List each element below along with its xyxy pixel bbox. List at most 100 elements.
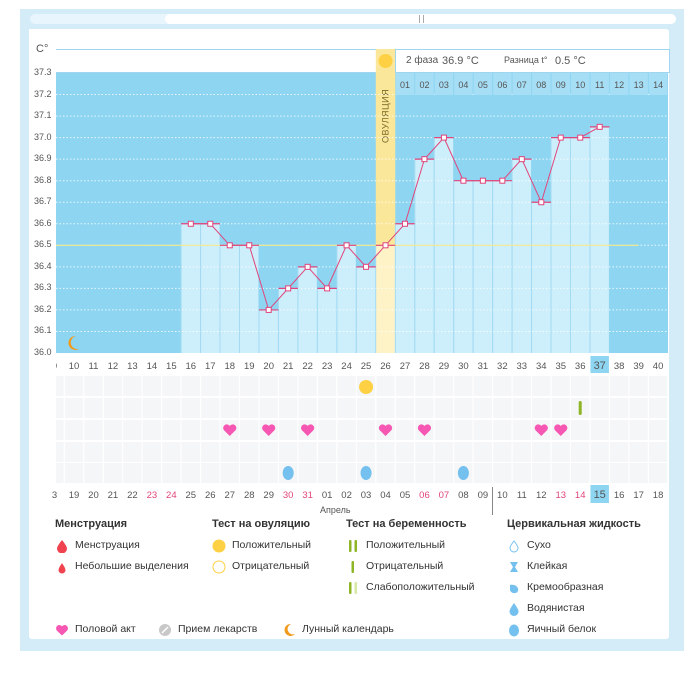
cycle-day-label: 33	[517, 361, 528, 372]
cycle-day-label: 34	[536, 361, 547, 372]
temp-point-day-31	[479, 177, 486, 184]
temp-point-day-23	[324, 285, 331, 292]
cycle-day-label: 22	[302, 361, 313, 372]
temp-bar-day-18	[220, 245, 239, 353]
moon-icon	[284, 623, 295, 636]
phase2-day-cell	[473, 73, 493, 95]
horizontal-scrollbar-thumb[interactable]	[165, 14, 676, 24]
y-tick-label: 36.7	[34, 196, 52, 207]
calendar-date-label: 13	[555, 490, 566, 501]
temp-bar-day-25	[356, 266, 376, 353]
cycle-day-label: 37	[594, 360, 606, 372]
dry-drop-icon	[509, 540, 519, 553]
phase2-day-cell	[629, 73, 648, 95]
temp-bar-day-16	[181, 223, 201, 353]
y-tick-label: 36.2	[34, 303, 52, 314]
heart-icon	[56, 625, 68, 636]
phase2-day-cell	[454, 73, 473, 95]
y-tick-label: 37.1	[34, 110, 52, 121]
cycle-day-label: 17	[205, 361, 216, 372]
scrollbar-grip-icon[interactable]	[419, 15, 424, 23]
legend-menstruation: Менструация Менструация Небольшие выделе…	[55, 518, 189, 574]
phase2-day-label: 11	[595, 80, 604, 90]
y-tick-label: 36.6	[34, 217, 52, 228]
temp-point-day-37	[596, 123, 603, 130]
temp-bar-day-23	[317, 288, 337, 353]
phase2-day-label: 12	[614, 80, 624, 90]
legend-pregnancy-test: Тест на беременность Положительный Отриц…	[346, 518, 475, 594]
sticky-icon	[510, 562, 518, 572]
calendar-date-label: 11	[517, 490, 527, 501]
cycle-day-label: 32	[497, 361, 508, 372]
temp-bar-day-34	[532, 202, 551, 353]
cycle-day-label: 11	[89, 361, 99, 372]
y-tick-label: 36.5	[34, 239, 52, 250]
symptom-row	[56, 420, 668, 440]
faint-line-icon	[349, 582, 357, 594]
heart-icon	[554, 424, 568, 436]
cycle-day-label: 18	[224, 361, 235, 372]
ovulation-sun-icon	[378, 54, 393, 68]
cycle-day-label: 20	[263, 361, 274, 372]
sun-outline-icon	[212, 560, 226, 574]
y-tick-label: 36.4	[34, 260, 52, 271]
phase2-day-label: 07	[517, 80, 527, 90]
cycle-day-label: 27	[400, 361, 411, 372]
calendar-date-label: 17	[633, 490, 644, 501]
calendar-date-label: 21	[108, 490, 119, 501]
y-axis-column	[29, 29, 56, 369]
cycle-day-label: 29	[439, 361, 450, 372]
current-day-highlight	[590, 356, 609, 373]
phase2-day-label: 10	[575, 80, 585, 90]
calendar-date-label: 03	[361, 490, 372, 501]
phase2-day-cell	[648, 73, 668, 95]
phase2-day-cell	[493, 73, 512, 95]
y-tick-label: 37.3	[34, 67, 52, 77]
ovulation-test-positive-icon	[359, 380, 374, 394]
calendar-date-label: 25	[186, 490, 197, 501]
y-tick-label: 37.2	[34, 88, 52, 99]
ovulation-bar	[375, 245, 396, 353]
cycle-day-label: 16	[186, 361, 197, 372]
temp-point-day-27	[401, 220, 408, 227]
phase2-day-label: 09	[556, 80, 566, 90]
temp-point-day-29	[440, 134, 447, 141]
temp-bar-day-27	[395, 223, 415, 353]
calendar-date-label: 06	[419, 490, 430, 501]
creamy-icon	[510, 584, 519, 594]
y-tick-label: 36.1	[34, 325, 52, 336]
small-drop-icon	[58, 563, 66, 574]
legend-title: Менструация	[55, 518, 128, 530]
calendar-date-label: 14	[575, 490, 586, 501]
y-tick-label: 36.8	[34, 174, 52, 185]
calendar-date-label: 08	[458, 490, 469, 501]
cycle-day-label: 38	[614, 361, 625, 372]
phase2-day-cell	[395, 73, 415, 95]
legend-title: Цервикальная жидкость	[507, 518, 641, 530]
calendar-date-label: 10	[497, 490, 508, 501]
cycle-day-label: 40	[653, 361, 664, 372]
temp-bar-day-20	[259, 309, 278, 353]
temp-point-day-30	[460, 177, 467, 184]
phase2-day-cell	[570, 73, 590, 95]
calendar-date-label: 01	[322, 490, 333, 501]
calendar-date-label: 26	[205, 490, 216, 501]
phase2-day-label: 14	[653, 80, 663, 90]
legend-ovulation-test: Тест на овуляцию Положительный Отрицател…	[212, 518, 312, 574]
temp-bar-day-19	[239, 245, 259, 353]
calendar-date-label: 22	[127, 490, 138, 501]
cycle-day-label: 15	[166, 361, 177, 372]
phase2-day-label: 06	[497, 80, 507, 90]
heart-icon	[534, 424, 548, 436]
temperature-line	[190, 126, 600, 311]
y-tick-label: 36.0	[34, 347, 52, 357]
legend-cervical-fluid: Цервикальная жидкость Сухо Клейкая Кремо…	[507, 518, 641, 637]
sun-filled-icon	[212, 539, 226, 553]
y-axis-unit: C°	[36, 43, 49, 55]
phase2-day-cell	[512, 73, 532, 95]
temp-point-day-36	[577, 134, 584, 141]
pregnancy-test-negative-icon	[578, 401, 582, 415]
cycle-day-label: 26	[380, 361, 391, 372]
legend-title: Тест на овуляцию	[212, 518, 311, 530]
